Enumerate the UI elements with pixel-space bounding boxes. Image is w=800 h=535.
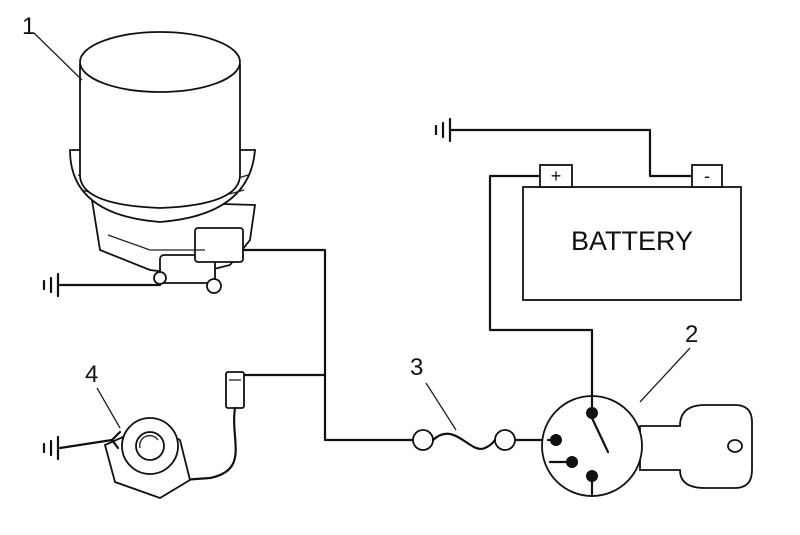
callout-label-3: 3	[410, 354, 423, 381]
callout-label-4: 4	[85, 361, 98, 388]
fuse	[412, 429, 550, 451]
battery: BATTERY + -	[522, 164, 742, 301]
sensor-assembly	[58, 371, 245, 499]
callout-label-2: 2	[685, 321, 698, 348]
ignition-switch	[541, 395, 753, 498]
battery-negative-sign: -	[704, 166, 710, 186]
wire-battery	[448, 128, 694, 412]
ground-symbol-filter	[42, 272, 60, 298]
ground-symbol-battery	[434, 117, 452, 143]
callout-1: 1	[22, 13, 83, 81]
callout-4: 4	[85, 361, 121, 429]
key	[639, 404, 753, 489]
callout-label-1: 1	[22, 13, 35, 40]
callout-3: 3	[410, 354, 457, 431]
battery-label: BATTERY	[571, 226, 693, 256]
ground-symbol-sensor	[42, 435, 60, 461]
battery-case	[522, 186, 742, 301]
sensor-connector	[225, 371, 245, 409]
filter-assembly	[58, 31, 257, 294]
battery-positive-sign: +	[551, 166, 562, 186]
callout-2: 2	[639, 321, 698, 403]
wire-filter-to-fuse	[238, 248, 415, 442]
